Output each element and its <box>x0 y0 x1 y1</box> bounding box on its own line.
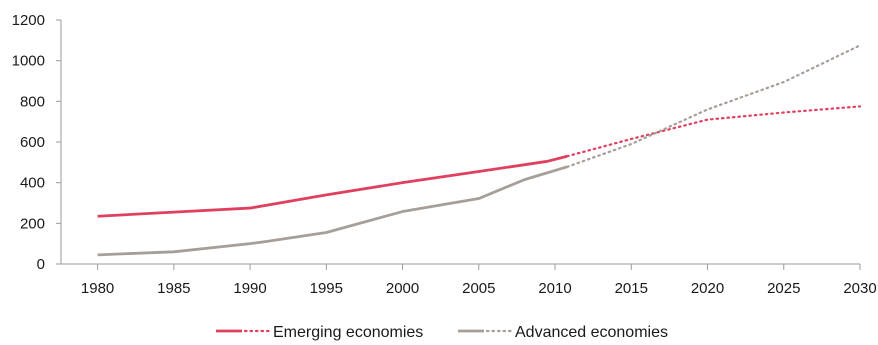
y-tick-label: 800 <box>20 93 45 110</box>
chart-axes <box>60 20 860 265</box>
x-axis-ticks: 1980 1985 1990 1995 2000 2005 2010 2015 2020 2025… <box>81 264 877 297</box>
series-layer <box>97 44 862 257</box>
x-tick-label: 1990 <box>233 280 266 297</box>
y-tick-label: 1000 <box>12 53 45 70</box>
series-line-historical <box>97 154 568 218</box>
x-tick-label: 1980 <box>81 280 114 297</box>
x-tick-label: 1995 <box>310 280 343 297</box>
x-tick-label: 1985 <box>157 280 190 297</box>
series-line-historical <box>97 165 568 257</box>
x-tick-label: 2005 <box>462 280 495 297</box>
x-tick-label: 2020 <box>691 280 724 297</box>
legend-label: Advanced economies <box>515 324 668 341</box>
y-tick-label: 400 <box>20 175 45 192</box>
x-tick-label: 2025 <box>767 280 800 297</box>
series-line-projected <box>566 44 862 168</box>
y-axis-ticks: 0 200 400 600 800 1000 1200 <box>12 12 61 273</box>
series-line-projected <box>566 105 862 158</box>
x-tick-label: 2015 <box>615 280 648 297</box>
x-tick-label: 2000 <box>386 280 419 297</box>
y-tick-label: 600 <box>20 134 45 151</box>
y-tick-label: 0 <box>37 256 45 273</box>
chart-legend: Emerging economies Advanced economies <box>216 324 668 341</box>
x-tick-label: 2010 <box>538 280 571 297</box>
legend-label: Emerging economies <box>273 324 423 341</box>
y-tick-label: 1200 <box>12 12 45 29</box>
y-tick-label: 200 <box>20 215 45 232</box>
x-tick-label: 2030 <box>843 280 876 297</box>
